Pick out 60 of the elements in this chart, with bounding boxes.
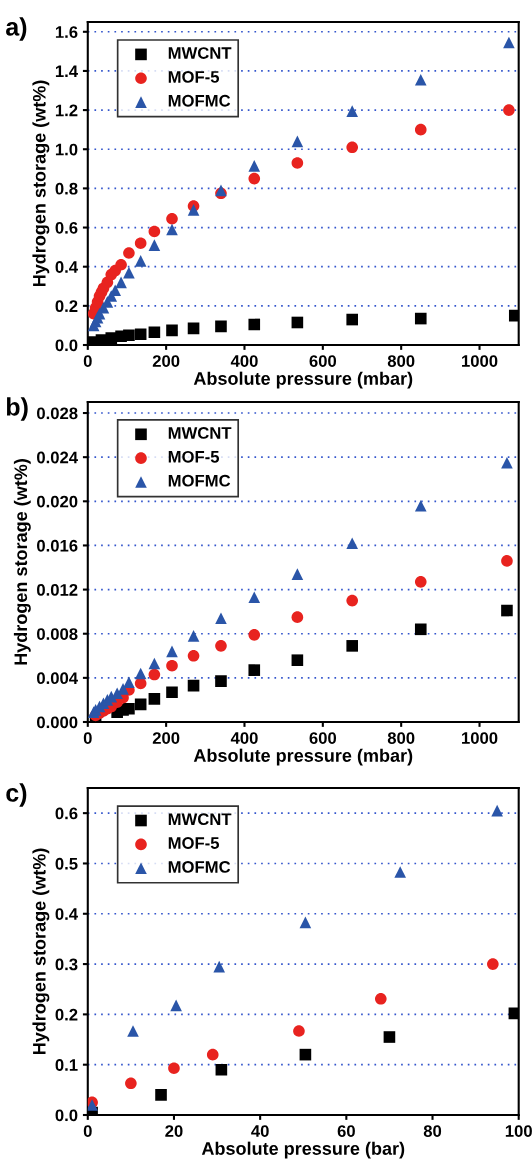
y-tick-label: 0.004 (37, 672, 78, 685)
y-tick-label: 1.2 (55, 104, 78, 117)
y-tick-label: 0.028 (37, 407, 78, 420)
y-tick-label: 0.0 (55, 339, 78, 352)
legend-label: MOF-5 (168, 71, 220, 83)
x-tick-label: 1000 (462, 355, 498, 367)
y-tick-label: 0.020 (37, 495, 78, 508)
x-tick-label: 20 (165, 1125, 183, 1137)
y-tick-label: 0.008 (37, 628, 78, 640)
y-tick-label: 0.0 (55, 1109, 78, 1122)
y-tick-label: 0.6 (55, 807, 78, 820)
x-tick-label: 0 (83, 732, 92, 744)
legend-label: MOFMC (168, 474, 231, 487)
x-tick-label: 200 (152, 732, 180, 744)
legend-label: MOFMC (168, 860, 231, 873)
x-tick-label: 0 (83, 1125, 92, 1137)
legend-label: MWCNT (168, 47, 232, 59)
x-tick-label: 600 (309, 355, 337, 367)
x-axis-title: Absolute pressure (mbar) (193, 748, 413, 766)
y-tick-label: 0.8 (55, 182, 78, 195)
x-tick-label: 600 (309, 732, 337, 744)
y-tick-label: 0.000 (37, 716, 78, 729)
y-tick-label: 0.016 (37, 539, 78, 552)
x-tick-label: 60 (337, 1125, 355, 1137)
legend-label: MOF-5 (168, 837, 220, 849)
x-tick-label: 40 (251, 1125, 269, 1137)
y-tick-label: 0.6 (55, 221, 78, 234)
y-tick-label: 1.6 (55, 26, 78, 38)
legend-label: MOFMC (168, 94, 231, 107)
x-tick-label: 800 (387, 732, 415, 744)
x-tick-label: 80 (423, 1125, 442, 1137)
y-tick-label: 0.3 (55, 958, 78, 971)
x-tick-label: 0 (83, 355, 92, 367)
chart-title: b) (6, 397, 28, 421)
legend-label: MOF-5 (168, 450, 220, 463)
x-tick-label: 800 (387, 355, 415, 367)
y-tick-label: 0.012 (37, 583, 78, 596)
x-tick-label: 200 (152, 355, 180, 367)
y-tick-label: 0.5 (55, 857, 78, 870)
y-tick-label: 0.4 (55, 908, 78, 920)
x-axis-title: Absolute pressure (mbar) (193, 371, 413, 389)
x-tick-label: 100 (505, 1125, 532, 1137)
x-axis-title: Absolute pressure (bar) (201, 1141, 405, 1159)
x-tick-label: 1000 (462, 732, 498, 744)
legend-label: MWCNT (168, 813, 232, 826)
x-tick-label: 400 (230, 355, 258, 367)
legend-label: MWCNT (168, 427, 232, 439)
y-axis-title: Hydrogen storage (wt%) (32, 80, 50, 287)
y-axis-title: Hydrogen storage (wt%) (13, 459, 31, 665)
y-tick-label: 0.4 (55, 261, 78, 273)
y-tick-label: 0.2 (55, 300, 78, 313)
y-tick-label: 0.024 (37, 451, 78, 464)
y-tick-label: 1.4 (55, 65, 78, 77)
y-tick-label: 1.0 (55, 143, 78, 156)
chart-title: c) (6, 783, 27, 807)
x-tick-label: 400 (230, 732, 258, 744)
y-tick-label: 0.1 (55, 1059, 78, 1071)
y-axis-title: Hydrogen storage (wt%) (32, 848, 50, 1055)
y-tick-label: 0.2 (55, 1008, 78, 1021)
chart-title: a) (6, 17, 27, 41)
